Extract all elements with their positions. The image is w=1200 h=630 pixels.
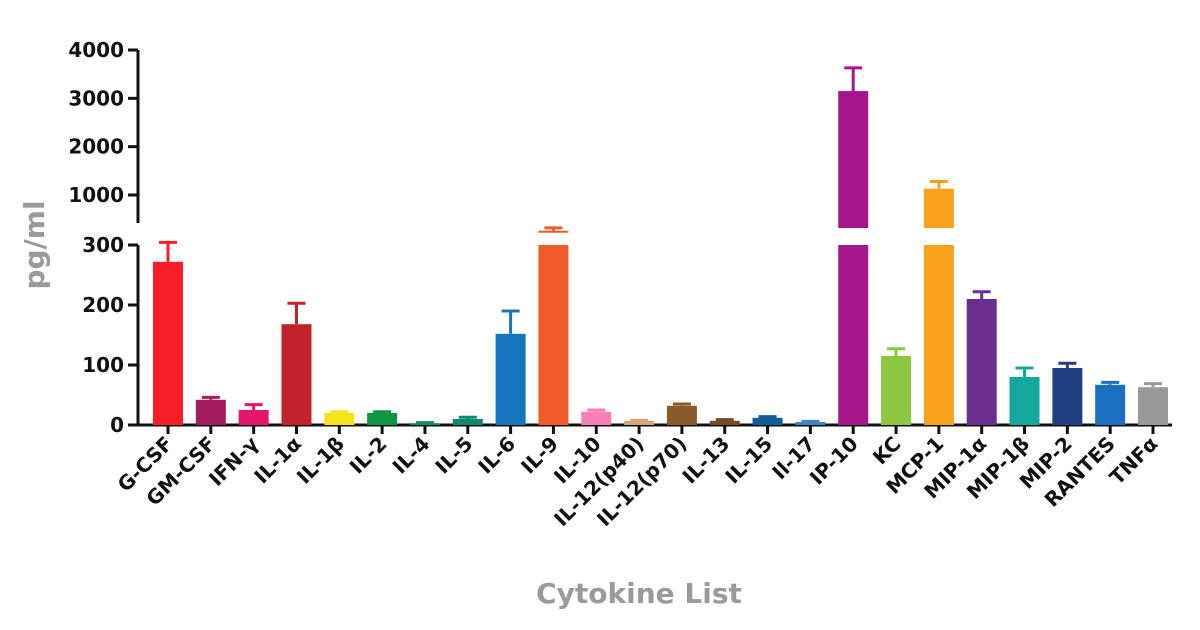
bar [367,413,398,425]
category-label: TNFα [1105,432,1163,490]
bar [281,324,312,425]
bar [795,422,826,425]
bar [1052,368,1083,425]
bar [881,356,912,425]
y-tick-label: 2000 [68,135,124,159]
y-axis-title: pg/ml [18,200,51,289]
bar [838,245,869,425]
bar [495,333,526,425]
bar [752,417,783,425]
bar [923,188,954,228]
category-label: IL-1α [249,432,306,489]
category-label: IL-4 [388,432,435,479]
category-label: IL-2 [345,432,392,479]
bar [452,419,483,425]
y-tick-label: 0 [110,413,124,437]
bar [538,230,569,233]
x-axis-title: Cytokine List [536,577,742,610]
category-label: IL-15 [720,432,777,489]
bar [238,410,269,425]
bar [1095,384,1126,425]
y-tick-label: 1000 [68,183,124,207]
y-tick-label: 3000 [68,86,124,110]
category-labels: G-CSFGM-CSFIFN-γIL-1αIL-1βIL-2IL-4IL-5IL… [113,431,1163,531]
bar [966,299,997,425]
bar [838,91,869,228]
category-label: IFN-γ [204,431,263,490]
bars [153,66,1168,425]
y-tick-label: 200 [82,293,124,317]
bar [324,413,355,425]
bar [666,405,697,425]
bar [195,399,226,425]
bar [923,245,954,425]
bar [153,261,183,425]
bar [1009,377,1040,425]
y-tick-label: 4000 [68,38,124,62]
y-tick-label: 300 [82,233,124,257]
bar [538,245,569,425]
bar [581,411,612,425]
bar [1138,387,1168,425]
y-tick-label: 100 [82,353,124,377]
category-label: IL-13 [677,432,734,489]
category-label: IL-6 [473,432,520,479]
category-label: IL-1β [292,432,349,489]
axes: 0 100 200 300 1000 2000 3000 4000 [68,38,1172,437]
bar [624,420,655,425]
bar [709,420,740,425]
category-label: IL-5 [430,432,477,479]
category-label: IP-10 [805,432,863,490]
